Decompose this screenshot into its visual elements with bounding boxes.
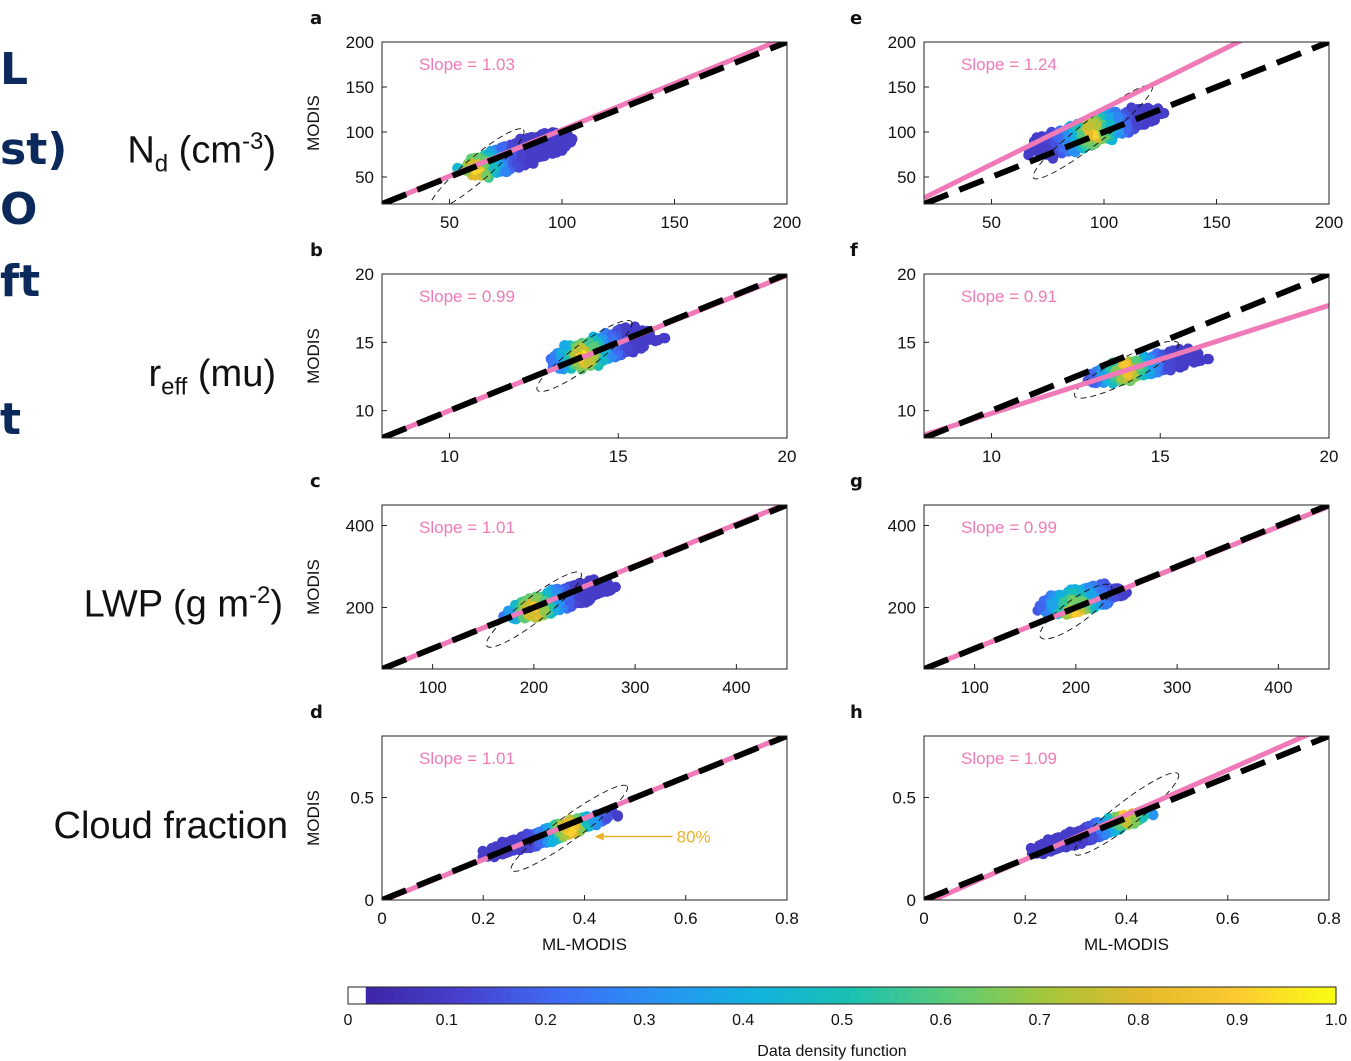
x-tick-label: 20 bbox=[778, 447, 797, 466]
axes-frame bbox=[381, 41, 788, 205]
panel-letter: c bbox=[310, 471, 321, 492]
density-contour bbox=[536, 319, 633, 393]
x-tick-label: 400 bbox=[722, 678, 750, 697]
density-points bbox=[452, 127, 578, 183]
row-label-mid: (mu) bbox=[187, 353, 276, 395]
row-label-sup: -3 bbox=[242, 128, 264, 155]
row-label-sub: d bbox=[154, 150, 169, 178]
panel-letter: b bbox=[310, 240, 323, 261]
y-tick-label: 15 bbox=[355, 333, 374, 352]
row-label-mid: (cm bbox=[168, 129, 242, 172]
x-tick-label: 15 bbox=[609, 447, 628, 466]
x-tick-label: 200 bbox=[773, 213, 801, 232]
row-label-sup: -2 bbox=[249, 582, 271, 609]
data-point bbox=[598, 355, 609, 366]
y-tick-label: 10 bbox=[355, 402, 374, 421]
identity-line bbox=[382, 505, 787, 669]
y-axis-label: MODIS bbox=[304, 95, 323, 151]
panel-c: 100 200 300 400 200 400 c Slope = 1.01 MODIS bbox=[304, 471, 788, 697]
data-point bbox=[515, 133, 526, 144]
axes-frame bbox=[381, 273, 788, 439]
row-label: Nd (cm-3) bbox=[127, 128, 276, 178]
x-tick-label: 100 bbox=[548, 213, 576, 232]
data-point bbox=[489, 162, 500, 173]
side-text-fragment: t bbox=[0, 394, 22, 445]
row-label: LWP (g m-2) bbox=[84, 582, 283, 627]
data-point bbox=[496, 142, 507, 153]
row-label-end: ) bbox=[270, 583, 283, 626]
row-label-main: Cloud fraction bbox=[53, 805, 288, 847]
data-point bbox=[481, 170, 492, 181]
slope-label: Slope = 1.01 bbox=[419, 518, 515, 537]
x-tick-label: 150 bbox=[660, 213, 688, 232]
data-point bbox=[559, 340, 570, 351]
y-tick-label: 50 bbox=[355, 168, 374, 187]
data-point bbox=[554, 138, 565, 149]
x-tick-label: 200 bbox=[520, 678, 548, 697]
x-tick-label: 100 bbox=[418, 678, 446, 697]
row-label: Cloud fraction bbox=[54, 805, 288, 848]
y-tick-label: 150 bbox=[346, 78, 374, 97]
plot-area bbox=[382, 274, 787, 438]
y-tick-label: 400 bbox=[346, 517, 374, 536]
panel-a: 50 100 150 200 50 100 150 200 a Slope = 1.03 MODIS bbox=[304, 8, 801, 232]
row-label-main: N bbox=[127, 129, 155, 172]
slope-label: Slope = 0.99 bbox=[419, 287, 515, 306]
side-text-fragment: L bbox=[0, 44, 29, 95]
plot-area bbox=[382, 505, 787, 669]
y-tick-label: 200 bbox=[346, 599, 374, 618]
y-axis-label: MODIS bbox=[304, 559, 323, 615]
fit-line bbox=[382, 42, 782, 204]
plot-area bbox=[382, 42, 787, 204]
side-text-fragment: st) bbox=[0, 124, 68, 175]
data-point bbox=[597, 584, 608, 595]
identity-line bbox=[382, 42, 787, 204]
x-tick-label: 10 bbox=[440, 447, 459, 466]
y-tick-label: 200 bbox=[346, 33, 374, 52]
y-tick-label: 20 bbox=[355, 265, 374, 284]
row-label-sub: eff bbox=[161, 373, 188, 401]
panel-b: 10 15 20 10 15 20 b Slope = 0.99 MODIS bbox=[304, 240, 796, 466]
data-point bbox=[516, 151, 527, 162]
panel-letter: a bbox=[310, 8, 322, 29]
data-point bbox=[583, 357, 594, 368]
density-contour bbox=[485, 571, 582, 648]
data-point bbox=[500, 166, 511, 177]
side-text-fragment: O bbox=[0, 184, 38, 235]
axes-frame bbox=[381, 504, 788, 670]
identity-line bbox=[382, 274, 787, 438]
row-label-main: r bbox=[148, 353, 162, 395]
side-text-fragment: ft bbox=[0, 256, 41, 307]
x-tick-label: 50 bbox=[440, 213, 459, 232]
y-axis-label: MODIS bbox=[304, 328, 323, 384]
x-tick-label: 300 bbox=[621, 678, 649, 697]
y-tick-label: 100 bbox=[346, 123, 374, 142]
data-point bbox=[659, 333, 671, 344]
plot-area bbox=[382, 736, 787, 900]
row-label-main: LWP (g m bbox=[83, 583, 249, 626]
row-label-end: ) bbox=[263, 129, 276, 172]
data-point bbox=[622, 343, 634, 354]
row-label: reff (mu) bbox=[148, 353, 276, 402]
slope-label: Slope = 1.03 bbox=[419, 55, 515, 74]
